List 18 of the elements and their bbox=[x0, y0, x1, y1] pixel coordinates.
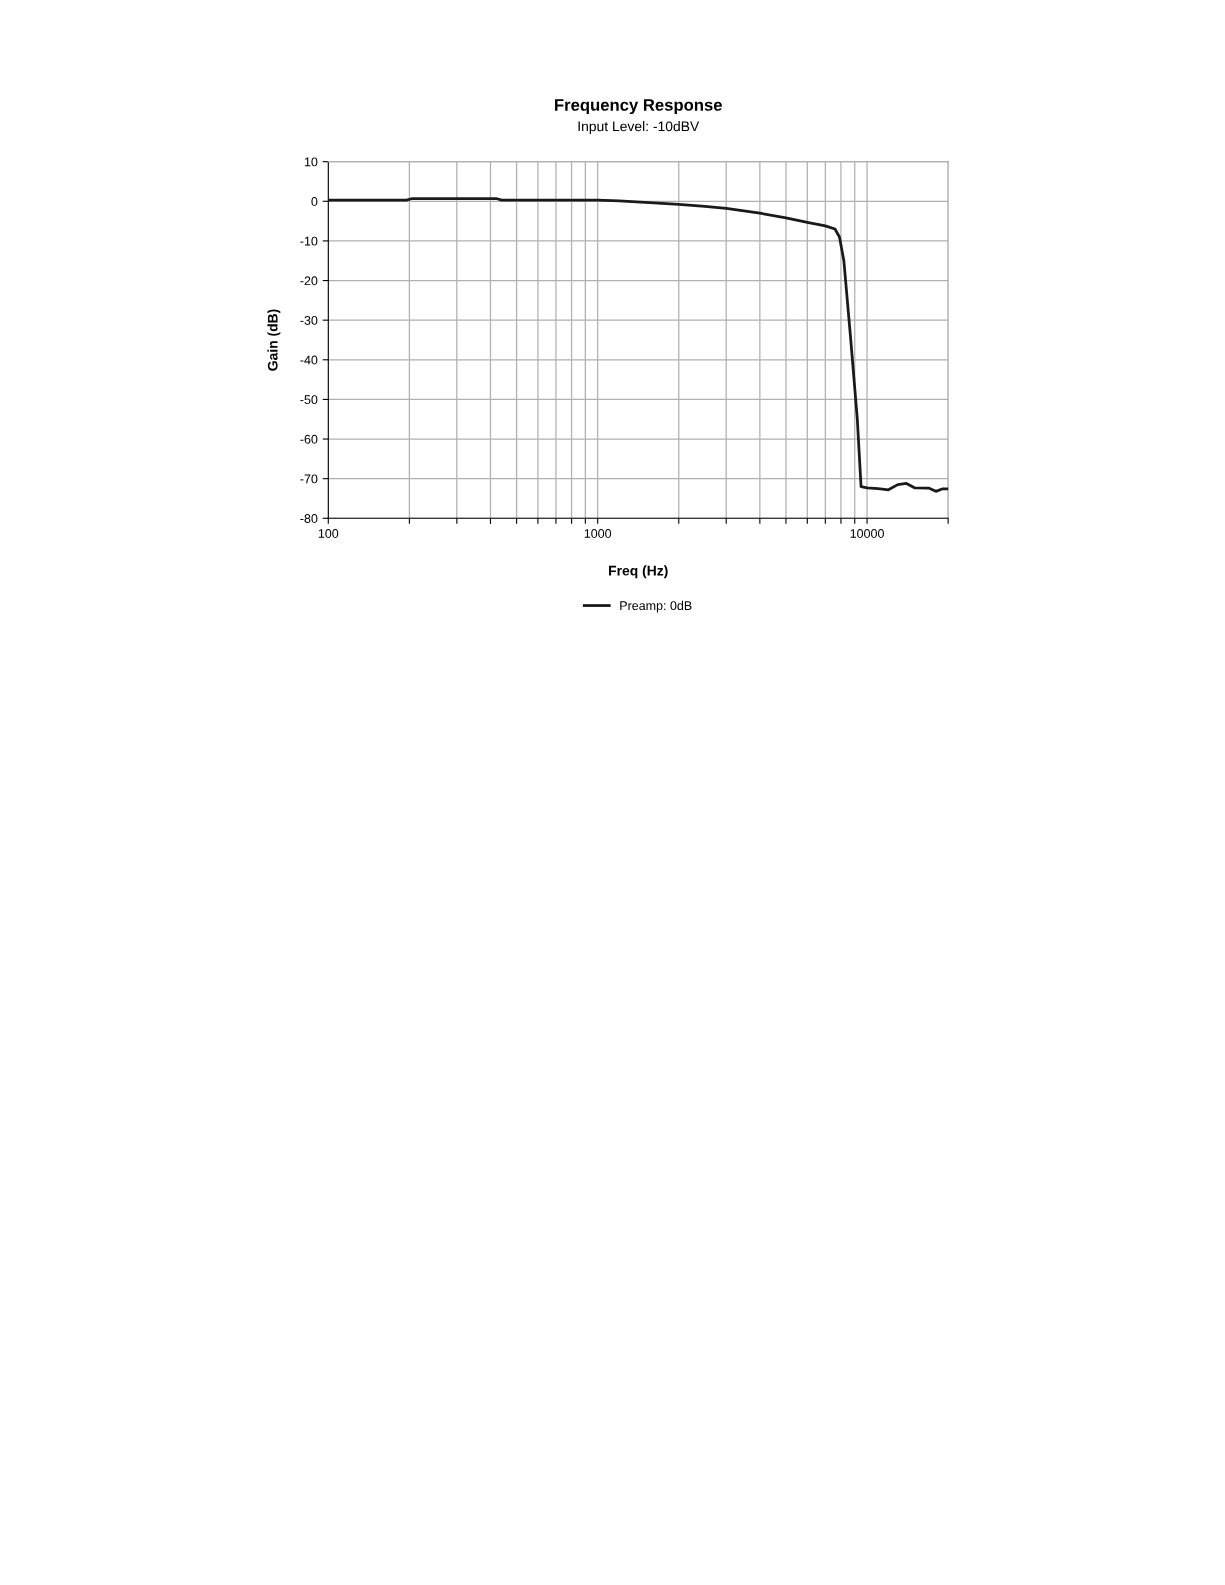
y-tick-label: 0 bbox=[311, 197, 318, 206]
y-tick-label: -50 bbox=[300, 395, 318, 405]
legend-label: Preamp: 0dB bbox=[620, 600, 692, 613]
y-axis-title: Gain (dB) bbox=[267, 309, 281, 371]
y-tick-label: -70 bbox=[300, 474, 318, 484]
y-tick-label: -10 bbox=[300, 236, 318, 246]
y-tick-label: -80 bbox=[300, 514, 318, 523]
y-tick-label: -20 bbox=[300, 276, 318, 286]
x-tick-label: 1000 bbox=[584, 529, 612, 538]
chart-title: Frequency Response bbox=[555, 99, 722, 115]
x-axis-title: Freq (Hz) bbox=[609, 565, 668, 579]
y-tick-label: -40 bbox=[300, 355, 318, 365]
x-tick-label: 10000 bbox=[850, 529, 884, 538]
chart-subtitle: Input Level: -10dBV bbox=[578, 121, 700, 134]
y-tick-label: -60 bbox=[300, 434, 318, 444]
x-tick-label: 100 bbox=[318, 529, 339, 538]
y-tick-label: 10 bbox=[304, 157, 318, 167]
y-tick-label: -30 bbox=[300, 315, 318, 325]
